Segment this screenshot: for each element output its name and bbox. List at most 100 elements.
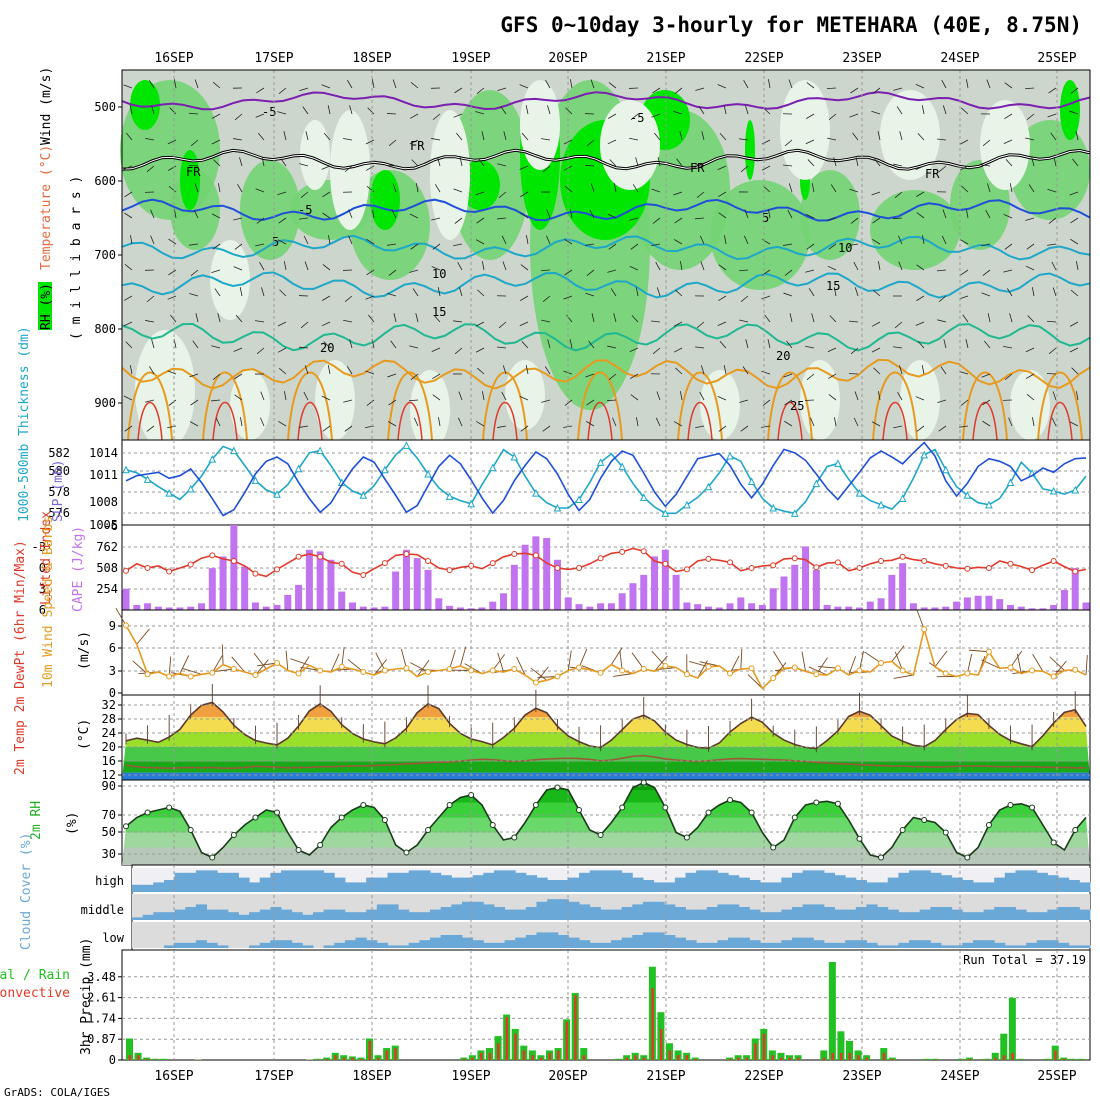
wind-barb bbox=[589, 209, 595, 219]
thickness-line-marker bbox=[1071, 485, 1080, 494]
wind10-speed-series-marker bbox=[662, 663, 669, 669]
wind-barb bbox=[892, 217, 903, 220]
precip-total-bar bbox=[931, 1058, 939, 1060]
warm-contour bbox=[202, 371, 248, 441]
temperature-lines bbox=[125, 683, 1087, 770]
wind-barb bbox=[501, 235, 507, 245]
wind-barb bbox=[871, 347, 881, 353]
wind-barb bbox=[810, 417, 815, 427]
wind-barb bbox=[299, 346, 309, 349]
cloud-bar bbox=[728, 904, 740, 920]
temperature-band bbox=[122, 746, 1090, 762]
thickness-line-marker bbox=[143, 475, 152, 483]
cape-bar bbox=[866, 601, 874, 610]
wind-barb bbox=[962, 314, 969, 323]
cloud-bar bbox=[440, 875, 452, 892]
wind10-frame bbox=[121, 609, 1091, 696]
cloud-bar bbox=[994, 942, 1006, 948]
wind-barb bbox=[168, 186, 177, 193]
wind-barb bbox=[762, 399, 771, 406]
wind-barb bbox=[475, 191, 485, 196]
cloud-bar bbox=[589, 870, 601, 892]
wind-barb bbox=[259, 261, 265, 271]
tick-label: 580 bbox=[48, 464, 70, 478]
wind-barb bbox=[410, 373, 419, 381]
tick-label: 6 bbox=[109, 641, 116, 655]
cape-bar bbox=[704, 606, 712, 610]
lifted-index-series-marker bbox=[144, 565, 151, 571]
wind-barb bbox=[921, 365, 925, 375]
wind-barb bbox=[586, 421, 595, 427]
wind-barb bbox=[520, 425, 529, 432]
wind10-barb bbox=[801, 651, 806, 672]
cloud-bar bbox=[972, 882, 985, 892]
wind-barb bbox=[723, 365, 727, 375]
cloud-bar bbox=[217, 945, 229, 948]
wind-barb bbox=[459, 287, 463, 297]
wind-barb bbox=[608, 243, 617, 250]
wind-barb bbox=[898, 261, 903, 271]
wind-barb bbox=[630, 113, 639, 121]
thickness-line-marker bbox=[790, 509, 799, 517]
wind-barb bbox=[520, 212, 529, 219]
cape-bar bbox=[510, 564, 518, 610]
cloud-bar bbox=[887, 945, 899, 948]
wind-barb bbox=[985, 209, 991, 219]
tick-label: 0 bbox=[39, 561, 46, 575]
thickness-line-marker bbox=[273, 490, 281, 498]
wind-barb bbox=[498, 191, 507, 198]
wind-barb bbox=[239, 157, 243, 167]
cloud-bar bbox=[312, 912, 325, 920]
wind10-barb bbox=[255, 659, 269, 676]
cape-bar bbox=[597, 603, 605, 610]
cloud-bar bbox=[940, 875, 953, 892]
wind10-barb bbox=[449, 649, 456, 670]
wind-barb bbox=[805, 139, 815, 145]
cloud-bar bbox=[238, 877, 250, 892]
wind-barb bbox=[190, 139, 199, 147]
cloud-bar bbox=[493, 907, 506, 920]
wind10-barb bbox=[410, 662, 429, 673]
wind-barb bbox=[982, 269, 991, 276]
cape-bar bbox=[500, 593, 508, 610]
wind-barb bbox=[545, 79, 551, 89]
cloud-bar bbox=[579, 940, 591, 948]
cloud-bar bbox=[206, 909, 218, 920]
cloud-bar bbox=[483, 872, 495, 892]
precip-convective-bar bbox=[565, 1021, 569, 1060]
cloud-bar bbox=[536, 877, 548, 892]
wind-barb bbox=[431, 138, 441, 141]
wind10-speed-series-marker bbox=[381, 667, 388, 674]
cloud-bar bbox=[440, 935, 452, 948]
tick-label: -6 bbox=[104, 519, 118, 533]
wind-barb bbox=[503, 131, 507, 141]
cloud-bar bbox=[664, 904, 676, 920]
precip-convective-bar bbox=[762, 1033, 766, 1060]
wind-barb bbox=[959, 425, 969, 428]
cloud-bar bbox=[461, 877, 474, 892]
cloud-bar bbox=[962, 912, 974, 920]
wind-barb bbox=[454, 347, 463, 355]
wind-barb bbox=[699, 235, 705, 245]
wind-barb bbox=[695, 425, 705, 429]
wind-barb bbox=[696, 191, 705, 198]
wind-barb bbox=[500, 106, 507, 115]
cloud-bar bbox=[195, 870, 208, 892]
wind-barb bbox=[854, 287, 859, 297]
cloud-bar bbox=[962, 880, 974, 892]
thickness-line-marker bbox=[985, 500, 993, 509]
wind10-barb bbox=[231, 656, 245, 673]
cloud-bar bbox=[1047, 940, 1059, 948]
wind-barb bbox=[563, 295, 573, 300]
wind-barb bbox=[344, 425, 353, 432]
cloud-bar bbox=[962, 942, 974, 948]
wind-barb bbox=[349, 339, 353, 349]
wind-barb bbox=[700, 365, 705, 375]
wind-barb bbox=[591, 313, 595, 323]
warm-contour bbox=[287, 371, 333, 441]
rh-series-marker bbox=[446, 802, 453, 808]
wind10-speed-series-marker bbox=[1050, 673, 1057, 680]
wind-barb bbox=[519, 84, 529, 89]
cape-bar bbox=[791, 564, 799, 610]
wind-barb bbox=[1046, 373, 1057, 375]
